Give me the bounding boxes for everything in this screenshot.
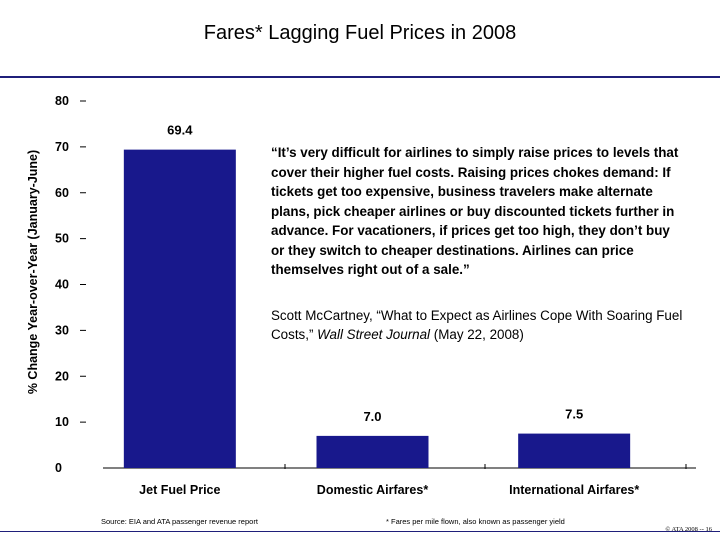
data-label: 7.0 — [363, 409, 381, 424]
y-tick-label: 20 — [55, 369, 69, 383]
bar — [123, 149, 236, 468]
data-label: 7.5 — [565, 407, 583, 422]
y-axis-label: % Change Year-over-Year (January-June) — [26, 149, 40, 395]
copyright: © ATA 2008 -- 16 — [665, 526, 712, 533]
citation-text: Scott McCartney, “What to Expect as Airl… — [271, 308, 683, 342]
bar — [316, 435, 429, 468]
citation-date: (May 22, 2008) — [430, 327, 524, 342]
footnote: * Fares per mile flown, also known as pa… — [386, 517, 565, 526]
y-tick-label: 80 — [55, 94, 69, 108]
y-tick-label: 0 — [55, 461, 62, 475]
quote-text: “It’s very difficult for airlines to sim… — [271, 145, 679, 277]
source-note: Source: EIA and ATA passenger revenue re… — [101, 517, 258, 526]
y-tick-label: 10 — [55, 415, 69, 429]
citation-journal: Wall Street Journal — [317, 327, 431, 342]
y-tick-label: 60 — [55, 186, 69, 200]
x-tick-label: Jet Fuel Price — [139, 483, 220, 497]
x-tick-label: International Airfares* — [509, 483, 639, 497]
y-tick-label: 40 — [55, 278, 69, 292]
data-label: 69.4 — [167, 123, 193, 138]
y-tick-label: 70 — [55, 140, 69, 154]
chart-title: Fares* Lagging Fuel Prices in 2008 — [203, 22, 517, 44]
y-tick-label: 30 — [55, 323, 69, 337]
quote-citation: Scott McCartney, “What to Expect as Airl… — [271, 306, 691, 344]
header-rule — [0, 76, 720, 78]
bar — [518, 433, 631, 468]
y-tick-label: 50 — [55, 232, 69, 246]
x-tick-label: Domestic Airfares* — [317, 483, 429, 497]
footer-rule — [0, 531, 720, 532]
